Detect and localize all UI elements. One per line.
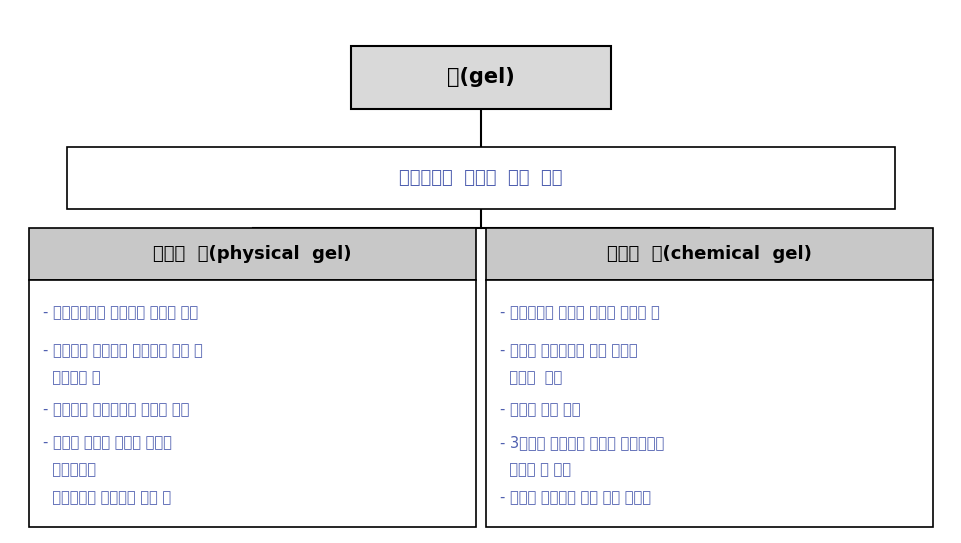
Text: - 영구적 가교 형성: - 영구적 가교 형성 [500,402,580,418]
Text: 가교결합의  세기에  따른  분류: 가교결합의 세기에 따른 분류 [399,169,562,187]
Text: - 구조가 동결되어 있지 않는 렌덤계: - 구조가 동결되어 있지 않는 렌덤계 [500,490,651,506]
Text: 화학적  젤(chemical  gel): 화학적 젤(chemical gel) [606,245,811,263]
FancyBboxPatch shape [485,228,932,280]
Text: 물리적  젤(physical  gel): 물리적 젤(physical gel) [153,245,352,263]
Text: 가역적으로 실현되는 가역 젤: 가역적으로 실현되는 가역 젤 [43,490,171,506]
FancyBboxPatch shape [29,280,476,527]
Text: 절단이  없음: 절단이 없음 [500,370,562,385]
Text: 젤(gel): 젤(gel) [447,67,514,87]
FancyBboxPatch shape [351,46,610,109]
FancyBboxPatch shape [29,228,476,280]
Text: - 온도나 농도의 조절에 의하여: - 온도나 농도의 조절에 의하여 [43,435,172,450]
FancyBboxPatch shape [485,280,932,527]
Text: - 가교점의 평균수명이 중요한 변수: - 가교점의 평균수명이 중요한 변수 [43,402,189,418]
Text: - 공유결합에 의하여 가교를 형성한 젤: - 공유결합에 의하여 가교를 형성한 젤 [500,305,659,320]
Text: 소멸하는 젤: 소멸하는 젤 [43,370,101,385]
FancyBboxPatch shape [67,147,894,209]
Text: 일어날 때 결정: 일어날 때 결정 [500,462,571,477]
Text: - 결합에너지가 열에너지 정도로 약함: - 결합에너지가 열에너지 정도로 약함 [43,305,198,320]
Text: - 사슬의 분자운동에 의한 결합의: - 사슬의 분자운동에 의한 결합의 [500,343,637,358]
Text: - 3차원적 네트워크 구조는 가교반응이: - 3차원적 네트워크 구조는 가교반응이 [500,435,664,450]
Text: 평형상태가: 평형상태가 [43,462,96,477]
Text: - 분자운동 과정에서 가교점이 생성 및: - 분자운동 과정에서 가교점이 생성 및 [43,343,203,358]
